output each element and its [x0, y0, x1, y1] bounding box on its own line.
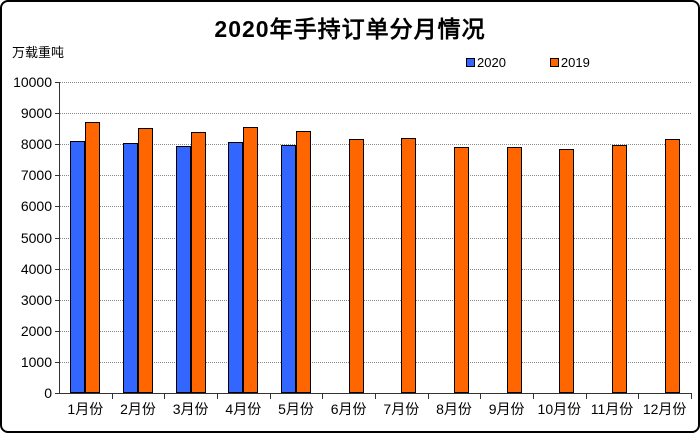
x-tick-12 — [691, 394, 692, 399]
x-label-3月份: 3月份 — [172, 401, 209, 417]
bar-2019-1月份 — [85, 121, 101, 393]
legend-item-2020: 2020 — [466, 55, 506, 70]
gridline-2000 — [60, 330, 691, 332]
y-tick-9000 — [55, 113, 59, 115]
x-label-11月份: 11月份 — [590, 401, 634, 417]
x-tick-1 — [111, 394, 113, 399]
x-label-12月份: 12月份 — [642, 401, 687, 417]
bar-2020-4月份 — [228, 142, 244, 393]
x-tick-7 — [427, 394, 429, 399]
y-tick-2000 — [55, 330, 59, 332]
gridline-3000 — [60, 299, 691, 301]
y-tick-label-8000: 8000 — [20, 136, 52, 153]
x-label-6月份: 6月份 — [330, 401, 367, 417]
bar-2019-7月份 — [401, 137, 417, 393]
legend-label-2019: 2019 — [560, 55, 590, 70]
gridline-6000 — [60, 206, 691, 208]
gridline-7000 — [60, 175, 691, 177]
gridline-4000 — [60, 268, 691, 270]
x-tick-3 — [217, 394, 218, 399]
bar-2020-2月份 — [123, 143, 138, 393]
chart-title: 2020年手持订单分月情况 — [214, 16, 486, 42]
bar-2019-11月份 — [612, 145, 627, 393]
bar-2019-10月份 — [559, 148, 575, 393]
legend-label-2020: 2020 — [477, 55, 506, 70]
y-tick-0 — [55, 393, 59, 394]
y-tick-label-2000: 2000 — [20, 322, 52, 339]
x-label-9月份: 9月份 — [488, 401, 525, 417]
y-tick-label-7000: 7000 — [20, 167, 52, 184]
bar-2019-4月份 — [243, 127, 259, 393]
legend-item-2019: 2019 — [549, 55, 590, 70]
bar-2019-8月份 — [454, 147, 469, 393]
gridline-9000 — [60, 113, 691, 115]
y-tick-4000 — [55, 268, 59, 270]
gridline-5000 — [60, 237, 691, 239]
x-tick-4 — [269, 394, 271, 399]
legend: 2020 2019 — [466, 55, 590, 70]
y-tick-label-0: 0 — [44, 385, 52, 401]
x-label-7月份: 7月份 — [383, 401, 420, 417]
x-tick-8 — [480, 394, 482, 399]
x-tick-9 — [533, 394, 534, 399]
y-tick-label-9000: 9000 — [20, 105, 52, 122]
bar-2019-9月份 — [506, 146, 522, 393]
bar-2019-3月份 — [190, 132, 206, 393]
y-tick-label-1000: 1000 — [20, 353, 52, 370]
x-axis-line — [59, 393, 692, 394]
bar-2020-5月份 — [281, 144, 296, 393]
y-tick-label-10000: 10000 — [13, 74, 52, 90]
y-tick-10000 — [55, 82, 59, 83]
y-tick-label-4000: 4000 — [20, 260, 52, 277]
y-axis-unit-label: 万载重吨 — [12, 45, 65, 60]
gridline-1000 — [60, 361, 691, 363]
x-label-8月份: 8月份 — [436, 401, 472, 417]
x-label-5月份: 5月份 — [278, 401, 314, 417]
y-axis-line — [59, 82, 60, 394]
legend-marker-2019-icon — [549, 58, 559, 67]
x-label-10月份: 10月份 — [537, 401, 582, 417]
x-label-1月份: 1月份 — [67, 401, 104, 417]
gridline-8000 — [60, 144, 691, 146]
y-tick-label-3000: 3000 — [20, 291, 52, 308]
bar-2020-3月份 — [175, 146, 191, 393]
x-tick-2 — [164, 394, 166, 399]
y-tick-6000 — [55, 206, 59, 208]
y-tick-3000 — [55, 299, 59, 301]
x-tick-10 — [585, 394, 587, 399]
y-tick-5000 — [55, 237, 59, 239]
x-label-4月份: 4月份 — [225, 401, 262, 417]
y-tick-1000 — [55, 361, 59, 363]
bar-2019-2月份 — [138, 128, 153, 393]
y-tick-label-5000: 5000 — [20, 229, 52, 246]
x-tick-5 — [322, 394, 324, 399]
y-tick-8000 — [55, 144, 59, 146]
bar-2019-6月份 — [348, 138, 364, 393]
bar-2020-1月份 — [70, 141, 86, 393]
bar-2019-12月份 — [664, 138, 680, 393]
legend-marker-2020-icon — [466, 58, 475, 67]
x-label-2月份: 2月份 — [120, 401, 156, 417]
bar-2019-5月份 — [296, 131, 311, 393]
gridline-10000 — [60, 82, 691, 83]
y-tick-label-6000: 6000 — [20, 198, 52, 215]
x-tick-11 — [638, 394, 640, 399]
y-tick-7000 — [55, 175, 59, 177]
x-tick-6 — [375, 394, 376, 399]
